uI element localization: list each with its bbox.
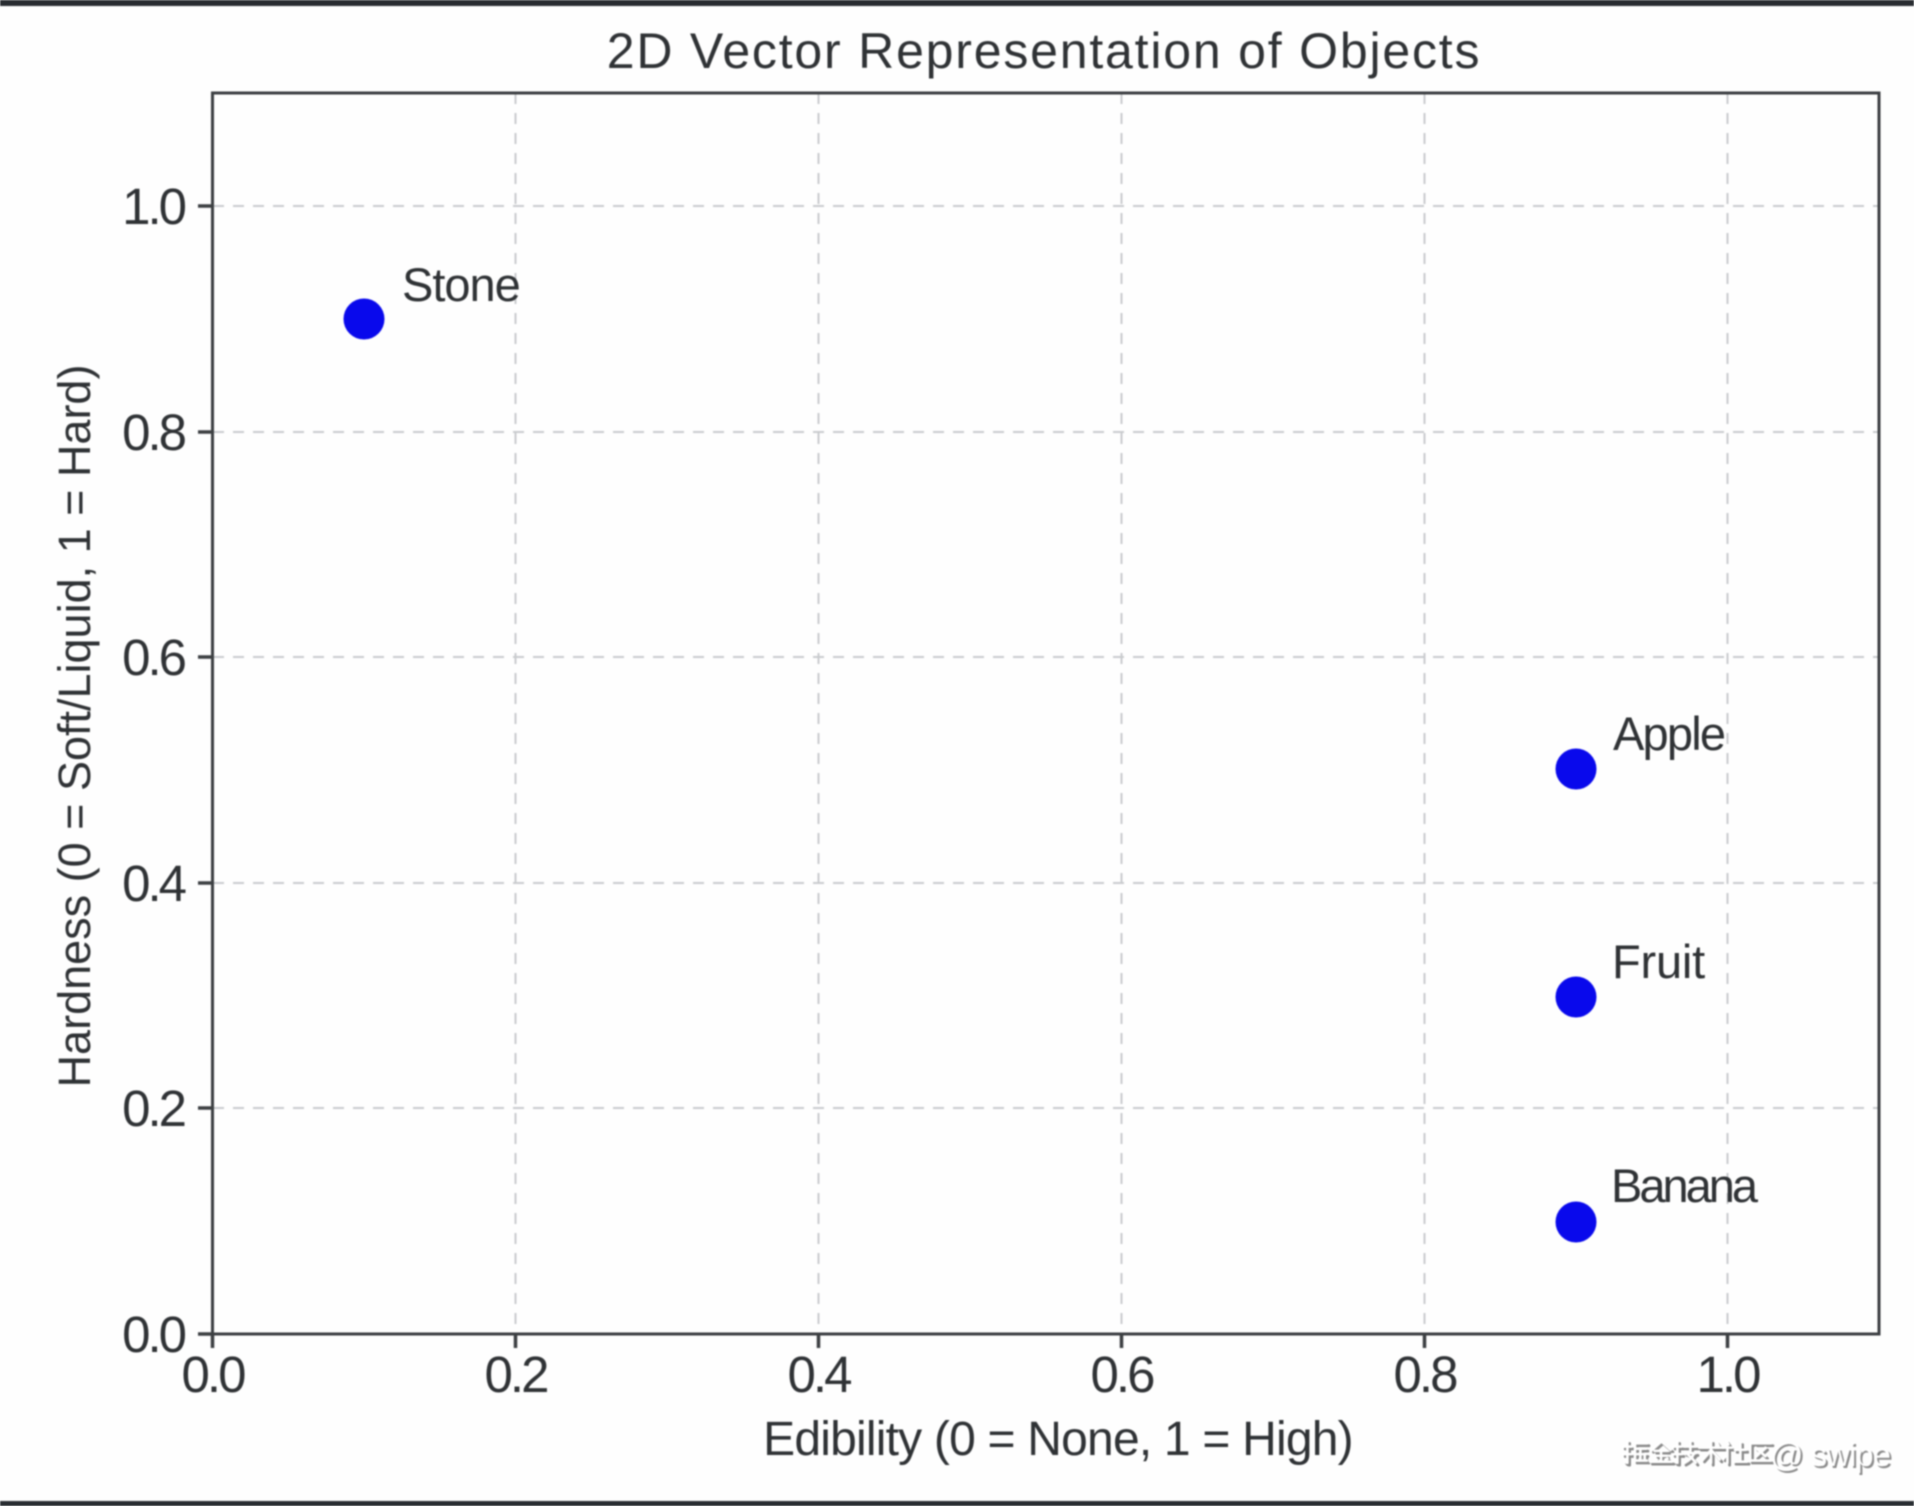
svg-text:0.2: 0.2 xyxy=(485,1346,548,1403)
svg-text:@ swipe: @ swipe xyxy=(1770,1436,1890,1473)
svg-text:0.0: 0.0 xyxy=(122,1306,186,1363)
svg-text:0.4: 0.4 xyxy=(788,1346,852,1403)
svg-text:Apple: Apple xyxy=(1613,707,1725,760)
svg-text:Hardness (0 = Soft/Liquid, 1 =: Hardness (0 = Soft/Liquid, 1 = Hard) xyxy=(49,365,100,1088)
svg-text:0.2: 0.2 xyxy=(122,1080,185,1137)
svg-text:0.0: 0.0 xyxy=(182,1346,246,1403)
svg-text:Fruit: Fruit xyxy=(1612,935,1705,988)
svg-text:0.4: 0.4 xyxy=(122,855,186,912)
svg-text:Edibility (0 = None, 1 = High): Edibility (0 = None, 1 = High) xyxy=(763,1413,1353,1466)
svg-text:0.6: 0.6 xyxy=(122,629,186,686)
svg-text:0.8: 0.8 xyxy=(122,404,186,461)
svg-text:0.8: 0.8 xyxy=(1394,1346,1458,1403)
svg-text:Banana: Banana xyxy=(1611,1159,1759,1212)
svg-text:1.0: 1.0 xyxy=(1697,1346,1761,1403)
svg-text:0.6: 0.6 xyxy=(1091,1346,1155,1403)
svg-text:@ swipe: @ swipe xyxy=(1772,1438,1892,1475)
svg-text:1.0: 1.0 xyxy=(122,178,186,235)
svg-text:2D Vector Representation of Ob: 2D Vector Representation of Objects xyxy=(607,23,1482,79)
svg-text:Stone: Stone xyxy=(402,258,520,311)
